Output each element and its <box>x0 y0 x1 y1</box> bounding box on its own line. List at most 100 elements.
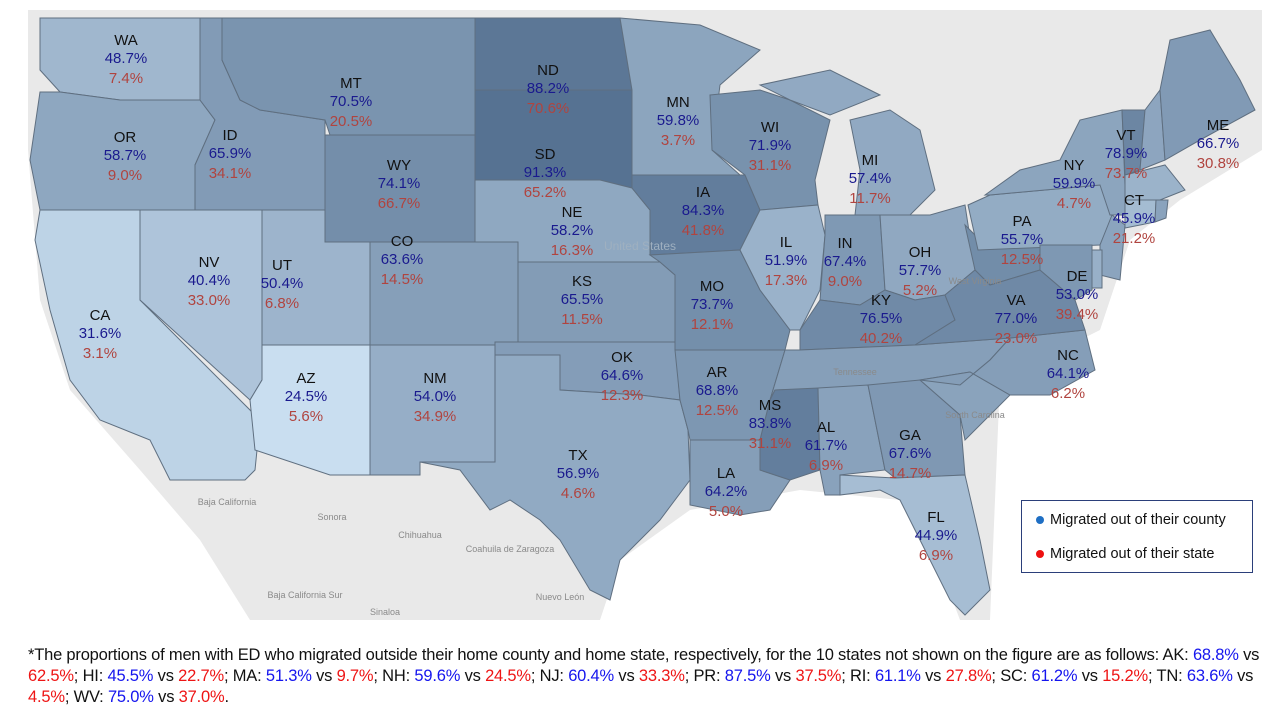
state-migration-value: 6.9% <box>919 547 953 564</box>
state-abbr-label: KY <box>871 292 891 309</box>
state-abbr-label: GA <box>899 427 921 444</box>
county-migration-value: 67.4% <box>824 253 867 270</box>
state-abbr-label: LA <box>717 465 735 482</box>
state-migration-value: 12.5% <box>1001 251 1044 268</box>
state-abbr-label: VA <box>1007 292 1026 309</box>
state-abbr-label: IN <box>838 235 853 252</box>
county-migration-value: 78.9% <box>1105 145 1148 162</box>
basemap-label: Tennessee <box>833 367 877 377</box>
state-abbr-label: OH <box>909 244 932 261</box>
footnote-county-value: 51.3% <box>265 667 312 685</box>
footnote-county-value: 60.4% <box>568 667 614 685</box>
county-migration-value: 70.5% <box>330 93 373 110</box>
state-abbr-label: UT <box>272 257 292 274</box>
state-abbr-label: ME <box>1207 117 1230 134</box>
choropleth-map: United States Baja California Sonora Chihua… <box>28 10 1262 620</box>
state-de <box>1091 249 1103 289</box>
state-abbr-label: DE <box>1067 268 1088 285</box>
state-migration-value: 23.0% <box>995 330 1038 347</box>
county-migration-value: 76.5% <box>860 310 903 327</box>
state-abbr-label: AL <box>817 419 835 436</box>
county-migration-value: 50.4% <box>261 275 304 292</box>
footnote-vs: vs <box>774 667 792 685</box>
state-migration-value: 5.0% <box>709 503 743 520</box>
state-migration-value: 12.5% <box>696 402 739 419</box>
state-abbr-label: TX <box>568 447 587 464</box>
footnote-state-value: 22.7% <box>178 667 224 685</box>
county-migration-value: 77.0% <box>995 310 1038 327</box>
legend-label: Migrated out of their state <box>1050 546 1215 562</box>
county-migration-value: 65.5% <box>561 291 604 308</box>
state-nc <box>919 329 1096 396</box>
state-md <box>1039 244 1093 301</box>
state-abbr-label: MI <box>862 152 879 169</box>
county-migration-value: 91.3% <box>524 164 567 181</box>
footnote-state-value: 24.5% <box>485 667 531 685</box>
state-migration-value: 17.3% <box>765 272 808 289</box>
state-migration-value: 9.0% <box>828 273 862 290</box>
basemap-label: Coahuila de Zaragoza <box>466 544 555 554</box>
state-migration-value: 3.1% <box>83 345 117 362</box>
county-migration-value: 58.2% <box>551 222 594 239</box>
state-abbr-label: AR <box>707 364 728 381</box>
state-abbr-label: NM <box>423 370 446 387</box>
state-abbr-label: IA <box>696 184 710 201</box>
basemap-label: Nuevo León <box>536 592 585 602</box>
basemap-label: Baja California Sur <box>267 590 342 600</box>
state-abbr-label: MN <box>666 94 689 111</box>
state-ma <box>1124 164 1186 201</box>
footnote-county-value: 61.1% <box>874 667 921 685</box>
state-tx <box>419 354 691 601</box>
footnote-state-abbr: MA <box>232 667 258 685</box>
footnote-state-value: 33.3% <box>638 667 685 685</box>
basemap-label: West Virginia <box>949 276 1002 286</box>
state-mi <box>758 69 882 116</box>
state-migration-value: 6.9% <box>809 457 843 474</box>
footnote-county-value: 75.0% <box>107 688 154 706</box>
state-abbr-label: ND <box>537 62 559 79</box>
footnote-state-value: 37.5% <box>795 667 842 685</box>
footnote-vs: vs <box>925 667 942 685</box>
county-migration-value: 53.0% <box>1056 286 1099 303</box>
county-migration-value: 71.9% <box>749 137 792 154</box>
footnote-state-abbr: NH <box>382 667 406 685</box>
footnote-vs: vs <box>1081 667 1098 685</box>
county-migration-value: 59.8% <box>657 112 700 129</box>
state-migration-value: 14.7% <box>889 465 932 482</box>
footnote-county-value: 61.2% <box>1031 667 1078 685</box>
state-migration-value: 66.7% <box>378 195 421 212</box>
state-migration-value: 41.8% <box>682 222 725 239</box>
county-migration-value: 57.4% <box>849 170 892 187</box>
state-migration-value: 4.7% <box>1057 195 1091 212</box>
state-abbr-label: ID <box>223 127 238 144</box>
state-migration-value: 31.1% <box>749 435 792 452</box>
county-migration-value: 44.9% <box>915 527 958 544</box>
state-va <box>914 269 1086 346</box>
state-mi <box>849 109 936 216</box>
legend-dot-county <box>1036 516 1044 524</box>
footnote-county-value: 59.6% <box>414 667 461 685</box>
footnote-state-value: 4.5% <box>28 688 65 706</box>
state-migration-value: 70.6% <box>527 100 570 117</box>
basemap-label: United States <box>604 239 676 253</box>
state-migration-value: 11.5% <box>561 311 602 328</box>
county-migration-value: 40.4% <box>188 272 231 289</box>
state-abbr-label: SD <box>535 146 556 163</box>
footnote-state-abbr: RI <box>850 667 867 685</box>
state-migration-value: 5.2% <box>903 282 937 299</box>
state-migration-value: 20.5% <box>330 113 373 130</box>
county-migration-value: 58.7% <box>104 147 147 164</box>
state-migration-value: 11.7% <box>849 190 890 207</box>
footnote-vs: vs <box>618 667 635 685</box>
state-migration-value: 9.0% <box>108 167 142 184</box>
footnote-state-value: 15.2% <box>1102 667 1148 685</box>
state-abbr-label: FL <box>927 509 945 526</box>
basemap-label: South Carolina <box>945 410 1005 420</box>
state-abbr-label: IL <box>780 234 793 251</box>
state-migration-value: 6.2% <box>1051 385 1085 402</box>
state-abbr-label: PA <box>1013 213 1032 230</box>
footnote-state-abbr: SC <box>1000 667 1023 685</box>
county-migration-value: 24.5% <box>285 388 328 405</box>
county-migration-value: 88.2% <box>527 80 570 97</box>
state-abbr-label: CA <box>90 307 111 324</box>
